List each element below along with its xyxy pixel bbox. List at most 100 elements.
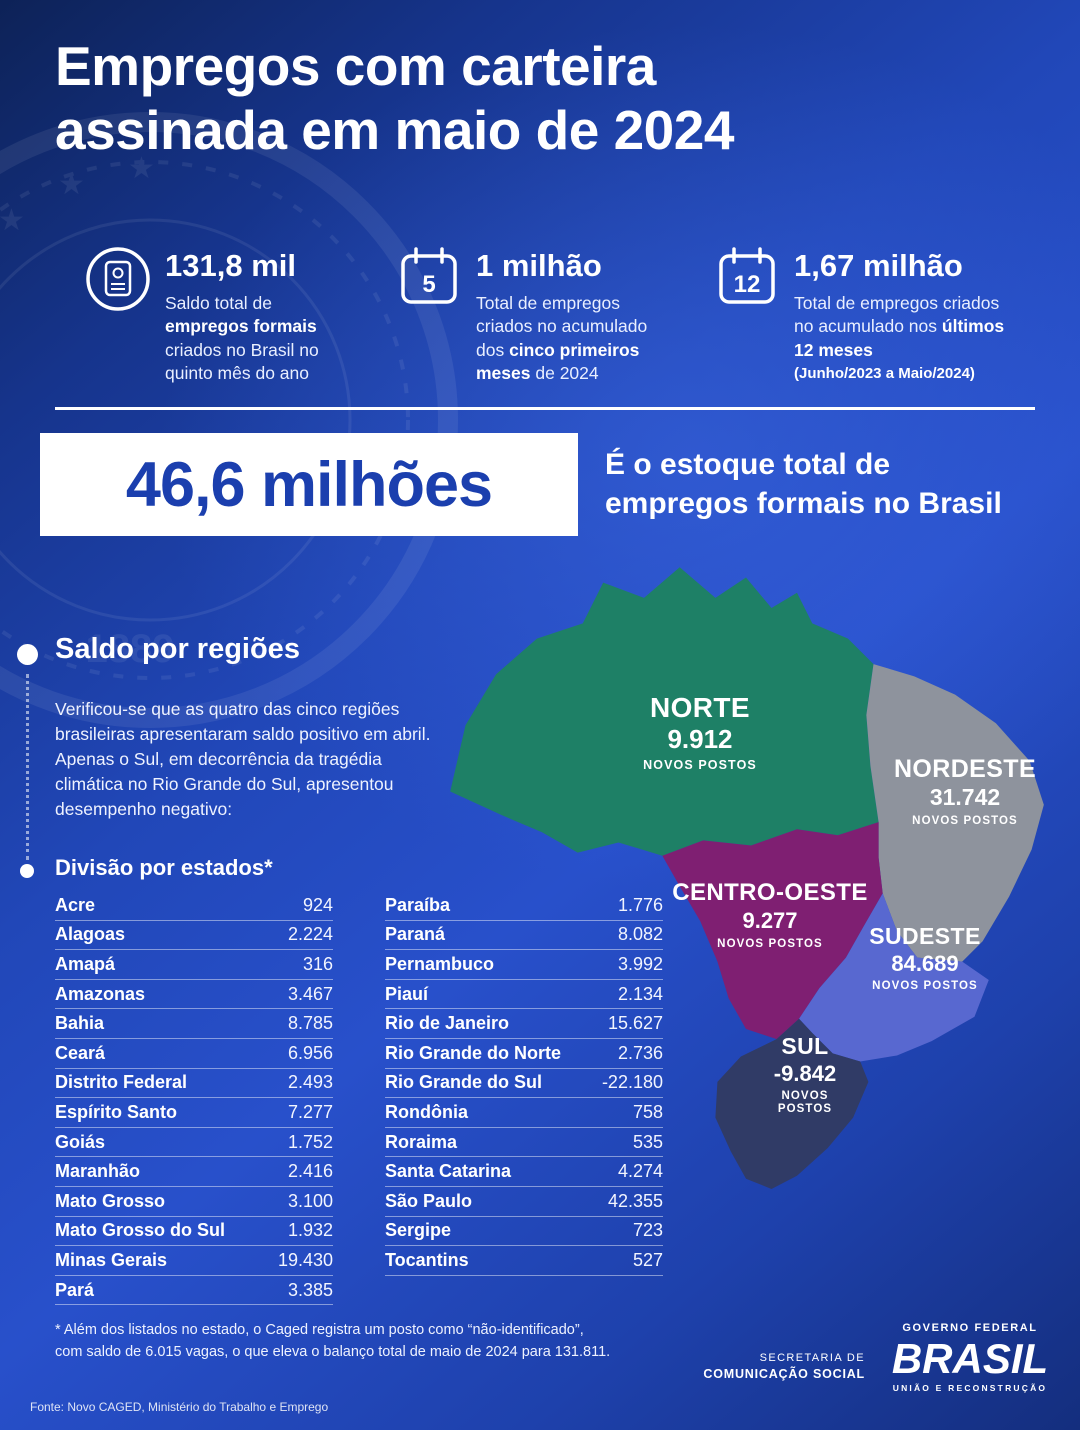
state-name: Rondônia — [385, 1101, 468, 1122]
source-credit: Fonte: Novo CAGED, Ministério do Trabalh… — [30, 1400, 329, 1414]
state-name: Goiás — [55, 1131, 106, 1152]
state-row: Maranhão 2.416 — [55, 1157, 333, 1187]
region-sudeste-shape — [799, 893, 989, 1062]
state-value: 1.932 — [287, 1220, 333, 1241]
state-name: São Paulo — [385, 1190, 473, 1211]
work-card-icon — [85, 246, 151, 385]
stat-desc-bold: cinco primeiros meses — [476, 339, 640, 383]
region-name: NORTE — [650, 692, 750, 723]
state-row: Bahia 8.785 — [55, 1009, 333, 1039]
state-name: Distrito Federal — [55, 1072, 188, 1093]
region-sublabel: NOVOS POSTOS — [912, 814, 1018, 827]
state-name: Amapá — [55, 953, 116, 974]
state-value: 3.467 — [287, 983, 333, 1004]
calendar-12-icon: 12 — [714, 246, 780, 384]
state-name: Paraíba — [385, 894, 451, 915]
state-name: Amazonas — [55, 983, 146, 1004]
state-value: 1.752 — [287, 1131, 333, 1152]
region-sublabel: NOVOS POSTOS — [643, 758, 757, 773]
stock-label-line2: empregos formais no Brasil — [605, 487, 1002, 520]
state-row: Goiás 1.752 — [55, 1128, 333, 1158]
state-row: Rio Grande do Sul -22.180 — [385, 1069, 663, 1099]
stat-value: 1,67 milhão — [794, 248, 963, 283]
state-value: 2.416 — [287, 1161, 333, 1182]
state-value: 2.224 — [287, 924, 333, 945]
stat-body: 131,8 mil Saldo total de empregos formai… — [165, 246, 341, 385]
state-row: Alagoas 2.224 — [55, 921, 333, 951]
brazil-map — [450, 567, 1044, 1189]
state-row: Mato Grosso do Sul 1.932 — [55, 1217, 333, 1247]
state-name: Alagoas — [55, 924, 126, 945]
region-name: SUDESTE — [869, 923, 981, 949]
map-label-centro-oeste: CENTRO-OESTE 9.277 NOVOS POSTOS — [668, 879, 872, 950]
stock-label-line1: É o estoque total de — [605, 448, 891, 481]
stat-description: Total de empregos criados no acumulado n… — [794, 292, 1010, 384]
state-value: 723 — [632, 1220, 663, 1241]
state-value: 3.385 — [287, 1279, 333, 1300]
stat-desc-bold: empregos formais — [165, 316, 317, 337]
state-row: Minas Gerais 19.430 — [55, 1246, 333, 1276]
state-name: Rio Grande do Sul — [385, 1072, 543, 1093]
state-name: Sergipe — [385, 1220, 452, 1241]
region-value: -9.842 — [773, 1060, 837, 1086]
brasil-wordmark: BRASIL — [891, 1335, 1049, 1382]
state-name: Ceará — [55, 1042, 106, 1063]
state-value: 527 — [632, 1249, 663, 1270]
state-name: Santa Catarina — [385, 1161, 512, 1182]
states-table-column-2: Paraíba 1.776 Paraná 8.082 Pernambuco 3.992… — [385, 891, 663, 1276]
region-sublabel: NOVOS POSTOS — [717, 937, 823, 950]
state-row: Acre 924 — [55, 891, 333, 921]
regions-section-heading: Saldo por regiões — [55, 633, 300, 665]
region-value: 9.912 — [667, 724, 733, 755]
region-sublabel: NOVOS POSTOS — [777, 1090, 833, 1116]
stat-body: 1,67 milhão Total de empregos criados no… — [794, 246, 1010, 384]
state-row: Ceará 6.956 — [55, 1039, 333, 1069]
state-value: -22.180 — [601, 1072, 663, 1093]
state-name: Rio de Janeiro — [385, 1013, 510, 1034]
governo-federal-label: GOVERNO FEDERAL — [902, 1322, 1038, 1334]
stat-desc-period: (Junho/2023 a Maio/2024) — [794, 364, 975, 382]
state-row: Pernambuco 3.992 — [385, 950, 663, 980]
state-row: Distrito Federal 2.493 — [55, 1069, 333, 1099]
state-row: Paraíba 1.776 — [385, 891, 663, 921]
state-row: Paraná 8.082 — [385, 921, 663, 951]
stat-body: 1 milhão Total de empregos criados no ac… — [476, 246, 672, 385]
svg-text:★: ★ — [58, 168, 85, 201]
map-label-nordeste: NORDESTE 31.742 NOVOS POSTOS — [872, 755, 1058, 828]
state-name: Maranhão — [55, 1161, 141, 1182]
secretaria-line1: SECRETARIA DE — [759, 1352, 865, 1364]
state-value: 4.274 — [617, 1161, 663, 1182]
state-name: Piauí — [385, 983, 429, 1004]
state-value: 2.736 — [617, 1042, 663, 1063]
state-name: Bahia — [55, 1013, 105, 1034]
state-value: 8.785 — [287, 1013, 333, 1034]
calendar-number: 12 — [734, 271, 761, 298]
region-name: CENTRO-OESTE — [672, 879, 868, 906]
state-value: 2.134 — [617, 983, 663, 1004]
state-row: Rio de Janeiro 15.627 — [385, 1009, 663, 1039]
state-value: 924 — [302, 894, 333, 915]
state-value: 7.277 — [287, 1101, 333, 1122]
state-name: Minas Gerais — [55, 1249, 168, 1270]
stat-monthly-balance: 131,8 mil Saldo total de empregos formai… — [85, 246, 341, 385]
map-label-sul: SUL -9.842 NOVOS POSTOS — [740, 1033, 870, 1116]
map-label-sudeste: SUDESTE 84.689 NOVOS POSTOS — [838, 923, 1012, 993]
region-value: 31.742 — [929, 784, 1001, 810]
stock-highlight-box: 46,6 milhões — [40, 433, 578, 536]
state-name: Pará — [55, 1279, 95, 1300]
state-name: Roraima — [385, 1131, 458, 1152]
state-name: Mato Grosso do Sul — [55, 1220, 226, 1241]
brazil-regions-map: NORTE 9.912 NOVOS POSTOS NORDESTE 31.742… — [440, 552, 1052, 1192]
region-norte-shape — [450, 567, 879, 856]
stat-five-months: 5 1 milhão Total de empregos criados no … — [396, 246, 672, 385]
secretaria-line2: COMUNICAÇÃO SOCIAL — [703, 1367, 865, 1381]
state-value: 3.992 — [617, 953, 663, 974]
state-value: 2.493 — [287, 1072, 333, 1093]
section-bullet — [17, 644, 38, 665]
state-value: 1.776 — [617, 894, 663, 915]
state-value: 535 — [632, 1131, 663, 1152]
region-name: SUL — [781, 1033, 829, 1059]
stat-desc-text: Total de empregos criados no acumulado n… — [794, 293, 1000, 337]
stat-desc-text: Saldo total de — [165, 293, 273, 313]
state-value: 3.100 — [287, 1190, 333, 1211]
